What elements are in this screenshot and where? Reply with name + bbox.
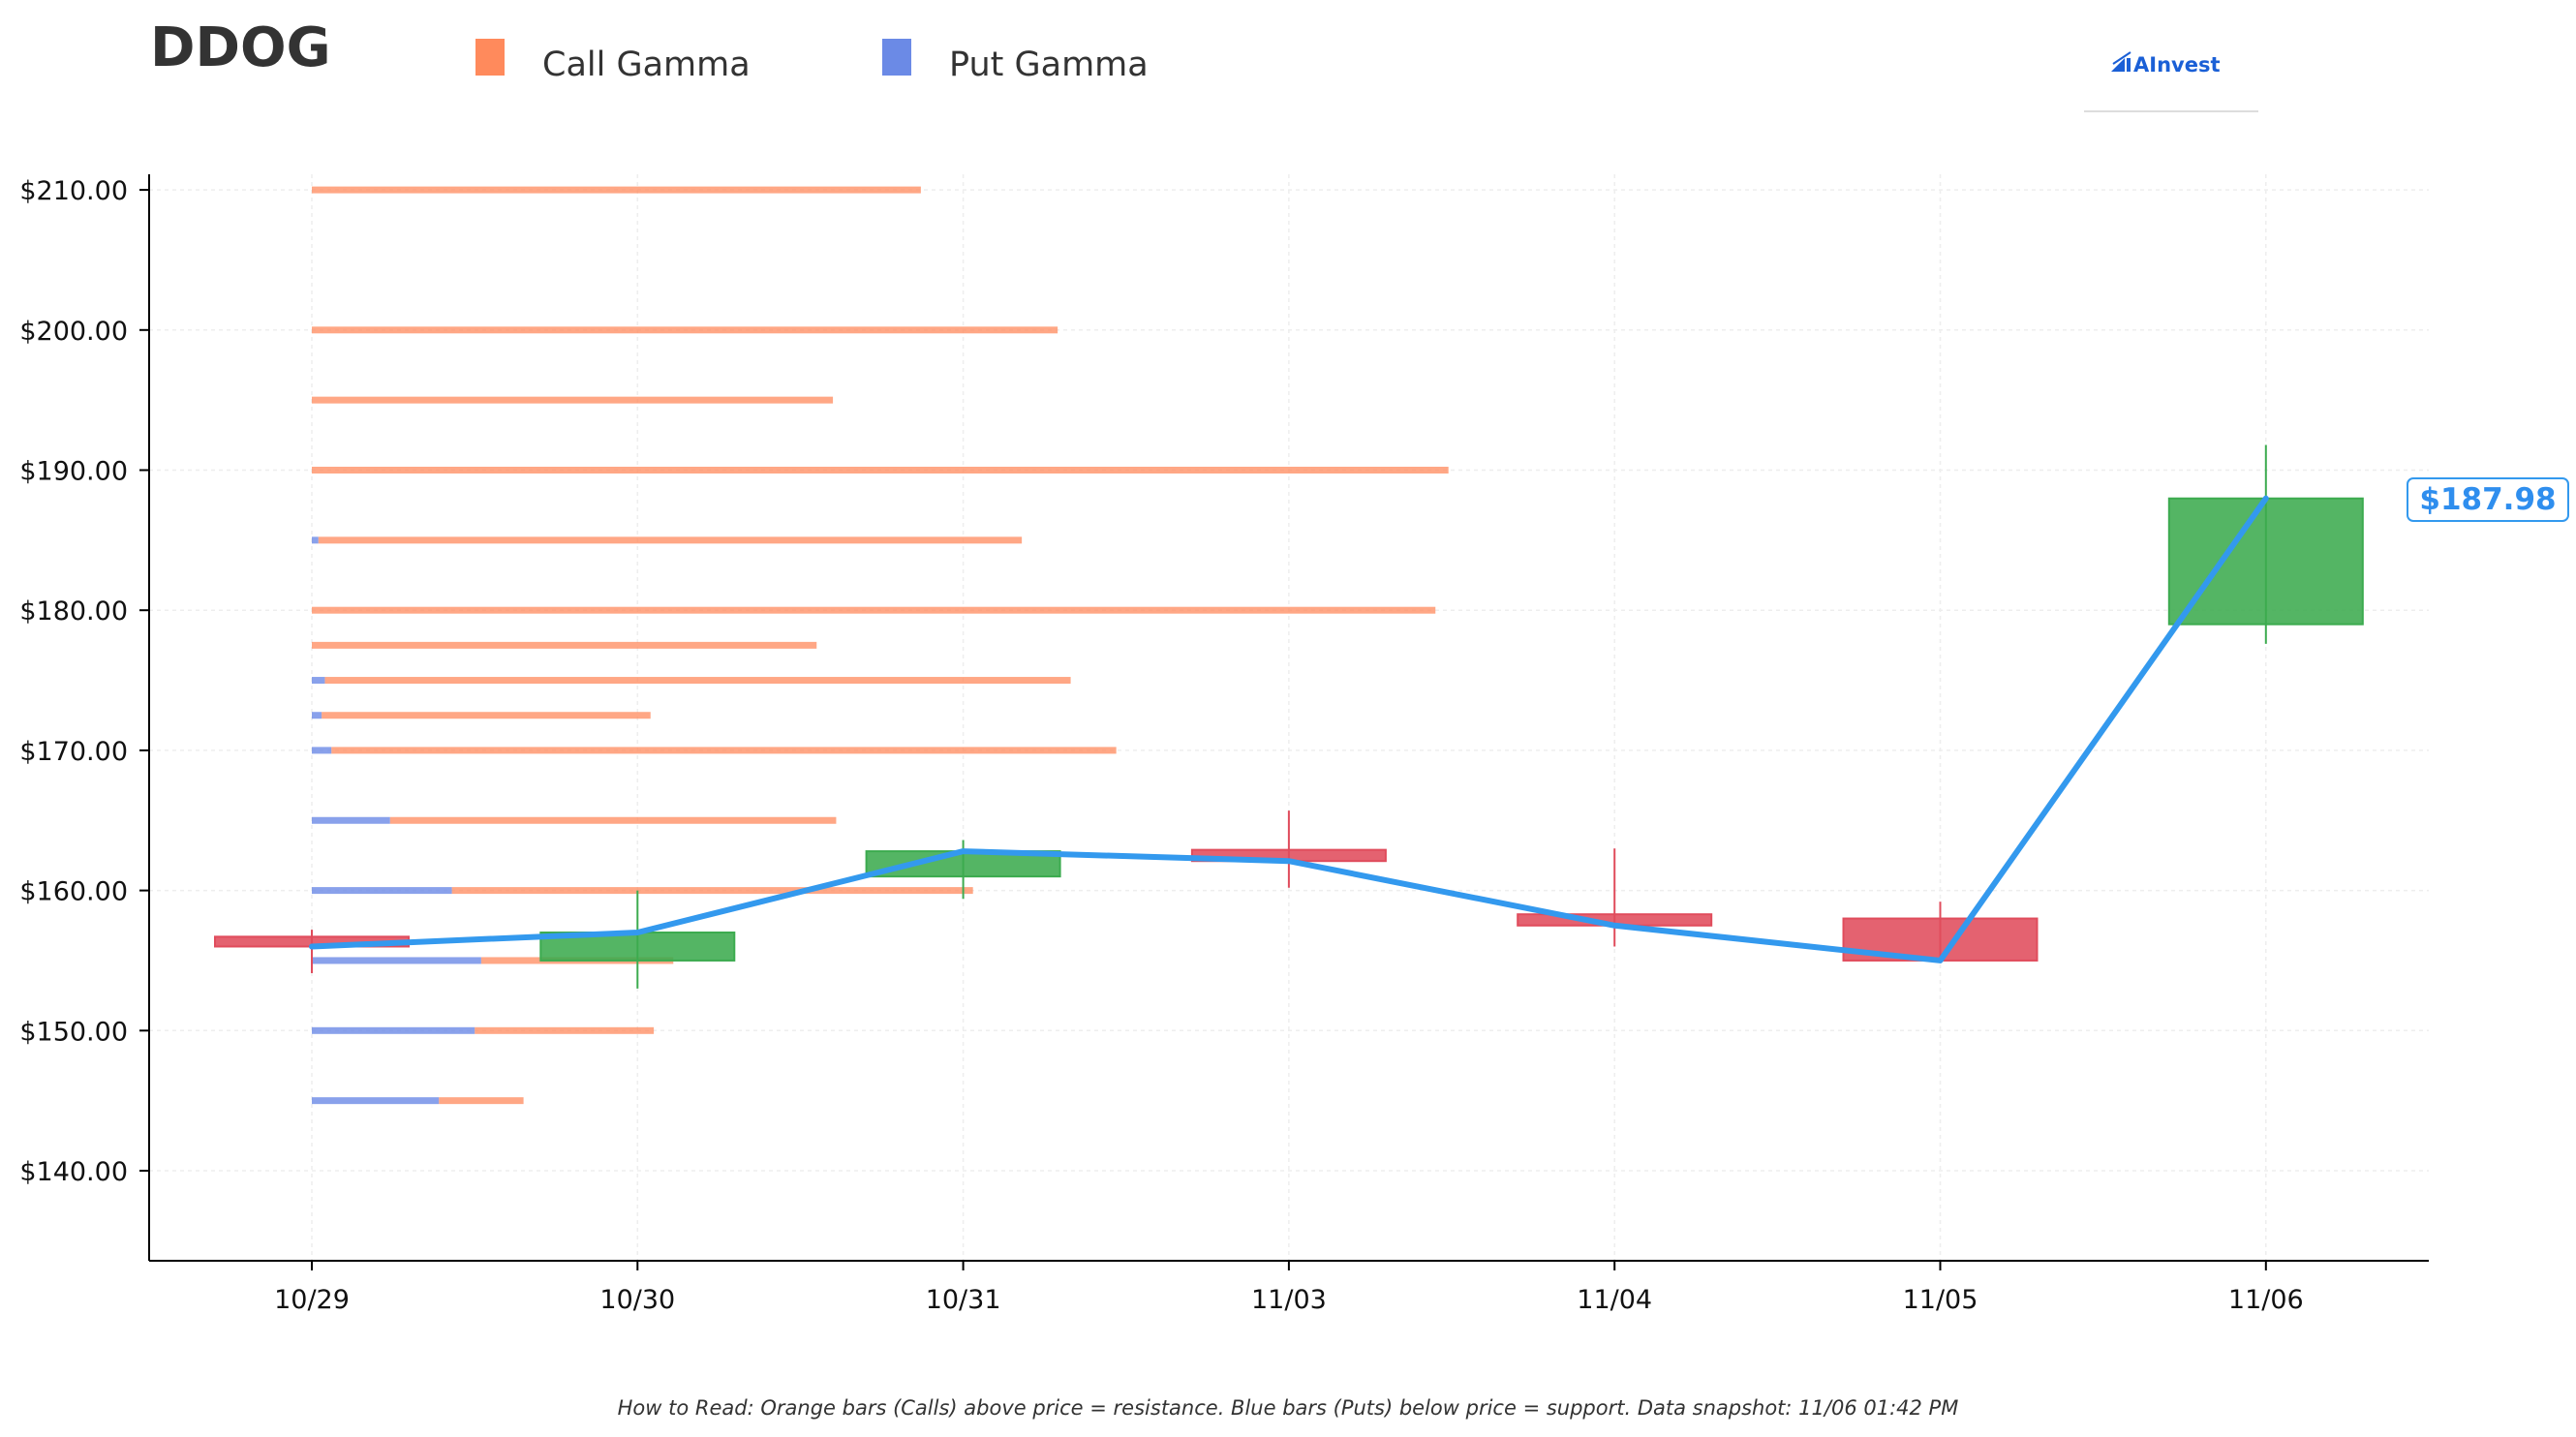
price-line-layer [309,495,2269,963]
x-tick-label-5: 11/05 [1903,1285,1978,1315]
put-gamma-bar-165 [312,816,390,824]
call-gamma-bar-177.5 [312,641,817,649]
x-tick-label-1: 10/30 [599,1285,675,1315]
y-tick-label-2: $160.00 [19,877,128,907]
x-ticks: 10/29 10/30 10/31 11/03 11/04 11/05 11/06 [274,1261,2304,1315]
call-gamma-bar-175 [324,677,1071,685]
put-gamma-bar-185 [312,536,319,544]
y-tick-label-1: $150.00 [19,1017,128,1047]
y-tick-label-5: $190.00 [19,457,128,487]
y-ticks: $140.00 $150.00 $160.00 $170.00 $180.00 $190.… [19,176,149,1187]
call-gamma-bar-170 [331,747,1117,754]
call-gamma-bar-165 [389,816,837,824]
call-gamma-bar-185 [318,536,1023,544]
x-tick-label-2: 10/31 [926,1285,1001,1315]
y-tick-label-4: $180.00 [19,596,128,627]
put-gamma-bar-150 [312,1026,475,1034]
call-gamma-bar-200 [312,326,1058,334]
legend: Call Gamma Put Gamma [475,39,1149,84]
call-gamma-bar-160 [451,887,973,895]
legend-put-swatch [882,39,911,76]
x-tick-label-6: 11/06 [2228,1285,2304,1315]
x-tick-label-3: 11/03 [1251,1285,1327,1315]
legend-call-swatch [475,39,505,76]
y-tick-label-3: $170.00 [19,737,128,767]
footnote: How to Read: Orange bars (Calls) above p… [618,1396,1959,1420]
gamma-bars [312,186,1449,1105]
put-gamma-bar-175 [312,677,325,685]
call-gamma-bar-180 [312,606,1436,614]
x-tick-label-4: 11/04 [1577,1285,1652,1315]
put-gamma-bar-170 [312,747,332,754]
call-gamma-bar-172.5 [322,712,651,719]
ticker-title: DDOG [150,16,331,79]
y-tick-label-0: $140.00 [19,1157,128,1187]
candles [214,444,2364,989]
call-gamma-bar-190 [312,467,1449,474]
call-gamma-bar-150 [475,1026,655,1034]
put-gamma-bar-172.5 [312,712,322,719]
x-tick-label-0: 10/29 [274,1285,350,1315]
logo-text: AInvest [2133,53,2221,76]
current-price-box [2407,477,2569,522]
ainvest-logo-icon [2111,51,2131,72]
candle-body-6 [2167,497,2364,626]
y-tick-label-7: $210.00 [19,176,128,206]
put-gamma-bar-145 [312,1097,440,1105]
put-gamma-bar-160 [312,887,452,895]
current-price-label: $187.98 [2419,482,2556,517]
put-gamma-bar-155 [312,957,481,964]
y-tick-label-6: $200.00 [19,317,128,347]
current-price-callout: $187.98 [2407,477,2569,522]
brand-logo: AInvest [2084,51,2258,112]
price-line [309,495,2269,963]
legend-put-label: Put Gamma [949,46,1149,84]
legend-call-label: Call Gamma [542,46,751,84]
call-gamma-bar-195 [312,396,834,404]
call-gamma-bar-145 [439,1097,524,1105]
call-gamma-bar-210 [312,186,921,194]
